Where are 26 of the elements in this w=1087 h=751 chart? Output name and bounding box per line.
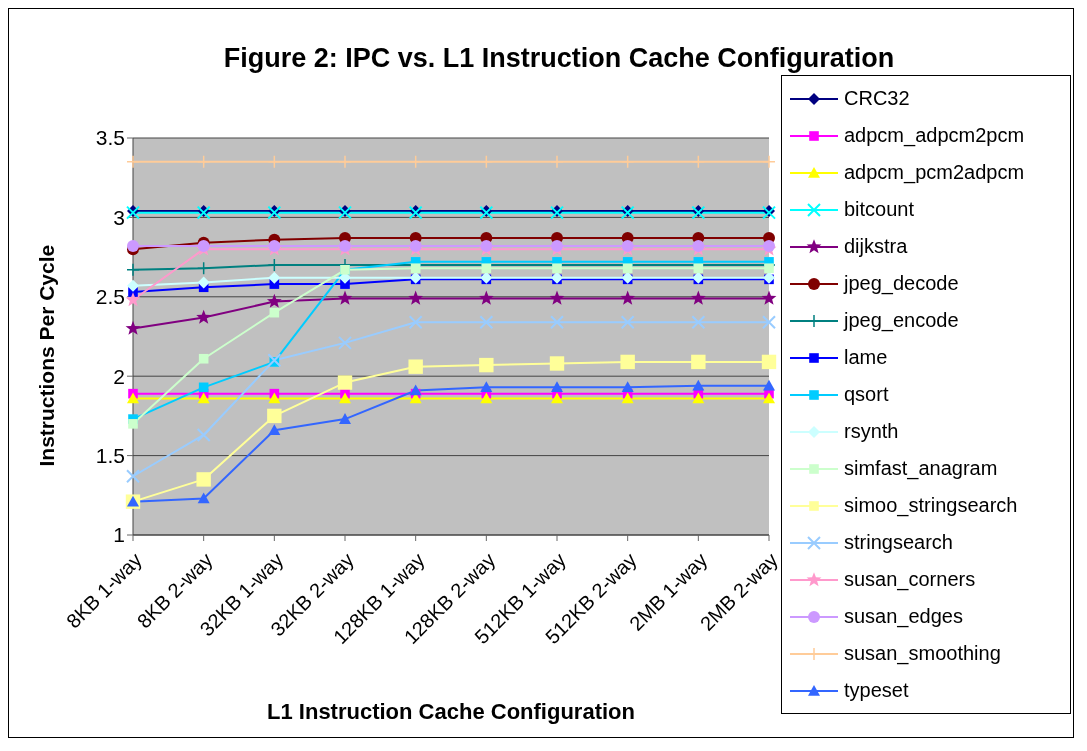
legend-label: typeset bbox=[844, 679, 909, 702]
y-tick-label: 2 bbox=[113, 364, 125, 388]
legend-label: bitcount bbox=[844, 198, 915, 221]
legend-label: jpeg_encode bbox=[844, 309, 959, 332]
legend-label: susan_corners bbox=[844, 568, 976, 591]
x-axis-title: L1 Instruction Cache Configuration bbox=[267, 699, 635, 724]
y-axis-title: Instructions Per Cycle bbox=[35, 244, 59, 467]
chart-title: Figure 2: IPC vs. L1 Instruction Cache Configuration bbox=[222, 43, 896, 74]
legend-label: simfast_anagram bbox=[844, 457, 998, 480]
legend-label: susan_smoothing bbox=[844, 642, 1001, 665]
legend-label: rsynth bbox=[844, 420, 899, 443]
legend-label: CRC32 bbox=[844, 87, 910, 110]
y-tick-label: 1.5 bbox=[95, 444, 125, 468]
y-tick-label: 3 bbox=[113, 205, 125, 229]
legend-label: jpeg_decode bbox=[844, 272, 959, 295]
y-tick-label: 1 bbox=[113, 523, 125, 547]
legend-label: dijkstra bbox=[844, 235, 908, 258]
legend-label: adpcm_adpcm2pcm bbox=[844, 124, 1025, 147]
y-tick-label: 2.5 bbox=[95, 285, 125, 309]
legend-label: adpcm_pcm2adpcm bbox=[844, 161, 1025, 184]
legend-label: lame bbox=[844, 346, 888, 369]
legend-label: simoo_stringsearch bbox=[844, 494, 1018, 517]
legend-label: stringsearch bbox=[844, 531, 953, 554]
legend-label: susan_edges bbox=[844, 605, 963, 628]
legend-label: qsort bbox=[844, 383, 889, 406]
y-tick-label: 3.5 bbox=[95, 126, 125, 150]
